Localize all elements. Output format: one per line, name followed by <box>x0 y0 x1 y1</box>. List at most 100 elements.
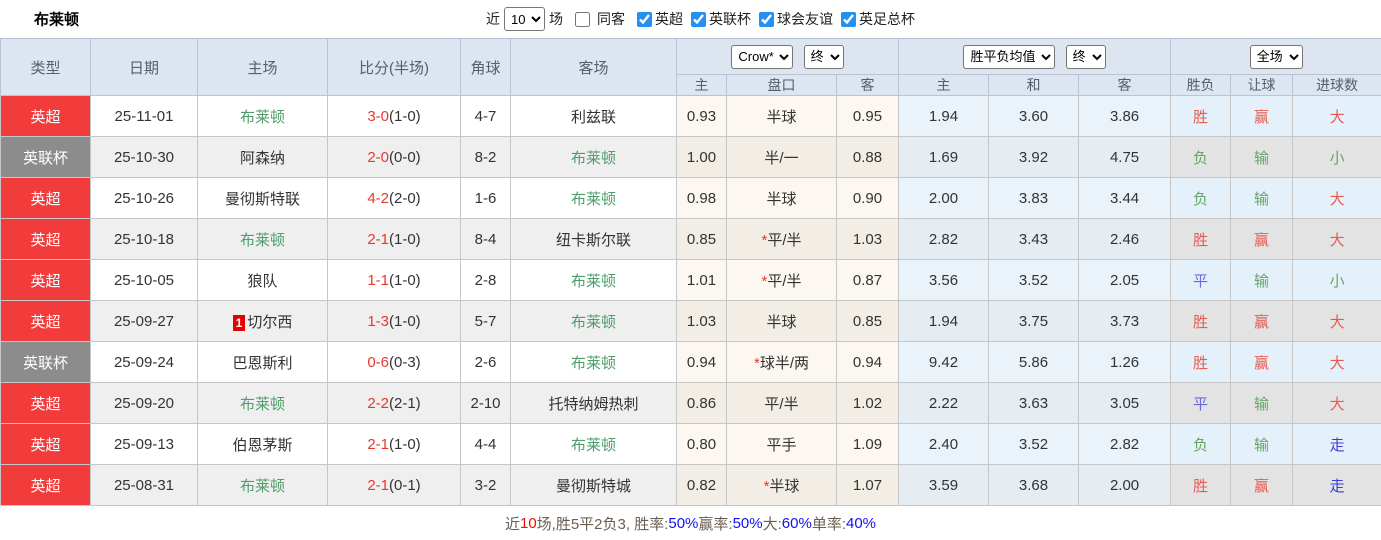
league-checkbox-friendly[interactable] <box>759 12 774 27</box>
league-label-eflcup: 英联杯 <box>709 9 751 29</box>
away-team-cell: 纽卡斯尔联 <box>511 219 677 260</box>
corners-cell: 4-4 <box>461 424 511 465</box>
away-team-name: 布莱顿 <box>571 437 616 454</box>
result-cell: 胜 <box>1171 342 1231 383</box>
home-team-name: 狼队 <box>247 273 277 290</box>
handicap-line: 平/半 <box>764 396 798 413</box>
fulltime-score: 2-1 <box>367 436 389 453</box>
avg-draw-odds: 3.75 <box>989 301 1079 342</box>
corners-cell: 2-10 <box>461 383 511 424</box>
handicap-home-odds: 0.93 <box>677 96 727 137</box>
corners-cell: 2-6 <box>461 342 511 383</box>
avg-home-odds: 1.69 <box>899 137 989 178</box>
scope-group-header: 全场 <box>1171 39 1381 75</box>
corners-cell: 1-6 <box>461 178 511 219</box>
fulltime-score: 2-2 <box>367 395 389 412</box>
goals-result-cell: 大 <box>1293 219 1381 260</box>
handicap-home-odds: 0.80 <box>677 424 727 465</box>
result-cell: 负 <box>1171 137 1231 178</box>
table-row: 英超 25-09-20 布莱顿 2-2(2-1) 2-10 托特纳姆热刺 0.8… <box>1 383 1381 424</box>
spread-result-cell: 输 <box>1231 383 1293 424</box>
handicap-line: 半球 <box>766 109 796 126</box>
same-away-checkbox[interactable] <box>575 12 590 27</box>
handicap-line: 半球 <box>766 314 796 331</box>
away-team-cell: 布莱顿 <box>511 342 677 383</box>
avg-home-odds: 1.94 <box>899 96 989 137</box>
away-team-cell: 布莱顿 <box>511 178 677 219</box>
goals-result-cell: 小 <box>1293 137 1381 178</box>
fulltime-score: 2-1 <box>367 477 389 494</box>
avg-state-select[interactable]: 终 <box>1066 45 1106 69</box>
bookmaker-select[interactable]: Crow* <box>731 45 793 69</box>
league-badge: 英超 <box>1 178 91 219</box>
away-team-cell: 曼彻斯特城 <box>511 465 677 506</box>
fulltime-score: 3-0 <box>367 108 389 125</box>
score-cell: 4-2(2-0) <box>328 178 461 219</box>
date-cell: 25-10-30 <box>91 137 198 178</box>
summary-segment: 50% <box>733 515 763 532</box>
away-team-cell: 布莱顿 <box>511 424 677 465</box>
away-team-name: 布莱顿 <box>571 273 616 290</box>
goals-result-cell: 大 <box>1293 342 1381 383</box>
halftime-score: (0-3) <box>389 354 421 371</box>
spread-result-cell: 赢 <box>1231 465 1293 506</box>
spread-result-cell: 输 <box>1231 137 1293 178</box>
result-cell: 胜 <box>1171 219 1231 260</box>
corners-cell: 3-2 <box>461 465 511 506</box>
handicap-home-odds: 1.01 <box>677 260 727 301</box>
handicap-home-odds: 1.03 <box>677 301 727 342</box>
league-checkbox-premier[interactable] <box>637 12 652 27</box>
handicap-away-odds: 1.02 <box>837 383 899 424</box>
result-cell: 胜 <box>1171 465 1231 506</box>
home-team-cell: 布莱顿 <box>198 96 328 137</box>
away-team-cell: 布莱顿 <box>511 137 677 178</box>
score-cell: 0-6(0-3) <box>328 342 461 383</box>
scope-select[interactable]: 全场 <box>1250 45 1303 69</box>
league-checkbox-facup[interactable] <box>841 12 856 27</box>
handicap-line-cell: *平/半 <box>727 260 837 301</box>
away-team-name: 布莱顿 <box>571 191 616 208</box>
result-cell: 负 <box>1171 424 1231 465</box>
corners-cell: 8-2 <box>461 137 511 178</box>
league-badge: 英联杯 <box>1 342 91 383</box>
avg-away-odds: 3.05 <box>1079 383 1171 424</box>
table-row: 英超 25-08-31 布莱顿 2-1(0-1) 3-2 曼彻斯特城 0.82 … <box>1 465 1381 506</box>
match-count-select[interactable]: 10 <box>504 7 545 31</box>
handicap-line: 平手 <box>766 437 796 454</box>
date-cell: 25-09-24 <box>91 342 198 383</box>
avg-draw-odds: 3.52 <box>989 260 1079 301</box>
summary-segment: 场,胜5平2负3, 胜率: <box>537 513 669 534</box>
score-cell: 1-1(1-0) <box>328 260 461 301</box>
handicap-home-odds: 0.82 <box>677 465 727 506</box>
score-cell: 3-0(1-0) <box>328 96 461 137</box>
sub-header-handicap-line: 盘口 <box>727 75 837 96</box>
corners-cell: 2-8 <box>461 260 511 301</box>
topbar: 布莱顿 近 10 场 同客 英超 英联杯 球会友谊 英足总杯 <box>0 0 1381 38</box>
away-team-cell: 利兹联 <box>511 96 677 137</box>
fulltime-score: 0-6 <box>367 354 389 371</box>
col-header-away: 客场 <box>511 39 677 96</box>
home-team-cell: 布莱顿 <box>198 465 328 506</box>
avg-odds-select[interactable]: 胜平负均值 <box>963 45 1055 69</box>
away-team-name: 布莱顿 <box>571 355 616 372</box>
date-cell: 25-09-13 <box>91 424 198 465</box>
spread-result-cell: 输 <box>1231 424 1293 465</box>
goals-result-cell: 大 <box>1293 301 1381 342</box>
home-team-cell: 曼彻斯特联 <box>198 178 328 219</box>
corners-cell: 8-4 <box>461 219 511 260</box>
matches-table: 类型 日期 主场 比分(半场) 角球 客场 Crow* 终 胜平负均值 终 全场… <box>0 38 1381 506</box>
avg-draw-odds: 3.43 <box>989 219 1079 260</box>
avg-away-odds: 3.73 <box>1079 301 1171 342</box>
avg-draw-odds: 5.86 <box>989 342 1079 383</box>
league-badge: 英联杯 <box>1 137 91 178</box>
handicap-state-select[interactable]: 终 <box>804 45 844 69</box>
handicap-away-odds: 0.85 <box>837 301 899 342</box>
avg-away-odds: 1.26 <box>1079 342 1171 383</box>
league-checkbox-eflcup[interactable] <box>691 12 706 27</box>
avg-away-odds: 4.75 <box>1079 137 1171 178</box>
corners-cell: 5-7 <box>461 301 511 342</box>
home-team-name: 巴恩斯利 <box>232 355 292 372</box>
handicap-line: 半/一 <box>764 150 798 167</box>
home-team-name: 布莱顿 <box>240 109 285 126</box>
